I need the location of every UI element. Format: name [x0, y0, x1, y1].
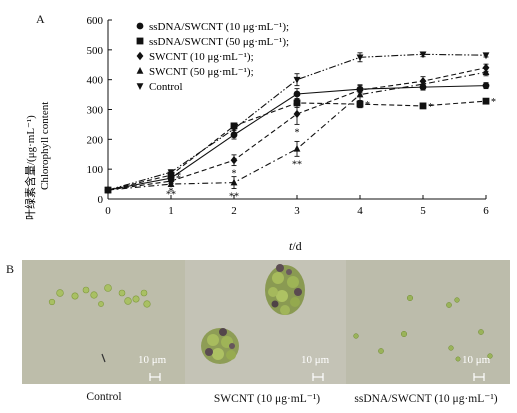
data-point	[230, 156, 238, 165]
x-tick-label: 2	[231, 205, 237, 217]
significance-mark: *	[491, 97, 496, 108]
data-point	[293, 109, 301, 119]
legend-item: SWCNT (50 μg·mL⁻¹);	[136, 66, 254, 78]
data-point	[482, 63, 490, 72]
y-tick-label: 500	[87, 45, 104, 57]
significance-mark: *	[169, 186, 174, 197]
significance-mark: **	[229, 192, 239, 203]
legend-item: SWCNT (10 μg·mL⁻¹);	[136, 51, 254, 63]
x-tick-label: 3	[294, 205, 300, 217]
significance-mark: *	[295, 127, 300, 138]
algae-cells	[48, 284, 151, 308]
data-point	[230, 131, 238, 139]
legend-label: SWCNT (50 μg·mL⁻¹);	[149, 66, 254, 78]
debris-mark	[101, 353, 106, 363]
data-point	[230, 178, 238, 186]
micrograph-background	[22, 260, 186, 384]
legend-label: SWCNT (10 μg·mL⁻¹);	[149, 51, 254, 63]
x-tick-label: 6	[483, 205, 489, 217]
data-point	[230, 126, 238, 133]
data-point	[482, 52, 490, 60]
y-axis-title: 叶绿素含量/(μg·mL⁻¹) Chlorophyll content	[23, 102, 51, 220]
x-tick-label: 1	[168, 205, 174, 217]
series-triangle-down	[104, 51, 490, 195]
y-tick-label: 600	[87, 15, 104, 27]
data-point	[482, 68, 490, 76]
legend-label: Control	[149, 81, 183, 93]
data-point	[419, 51, 427, 59]
micrograph-background	[346, 260, 510, 384]
data-point	[356, 90, 364, 98]
y-tick-label: 300	[87, 105, 104, 117]
data-point	[482, 97, 490, 105]
legend-item: ssDNA/SWCNT (50 μg·mL⁻¹);	[136, 36, 289, 48]
data-point	[167, 180, 175, 187]
x-tick-label: 4	[357, 205, 363, 217]
legend-marker	[136, 83, 144, 90]
micrograph-swcnt-10: 10 μm	[185, 260, 349, 384]
significance-mark: *	[176, 171, 181, 182]
legend-label: ssDNA/SWCNT (10 μg·mL⁻¹);	[149, 21, 289, 33]
y-tick-label: 0	[98, 194, 104, 206]
data-point	[356, 54, 364, 62]
legend-item: ssDNA/SWCNT (10 μg·mL⁻¹);	[136, 21, 289, 33]
series-square: ** * *	[104, 97, 496, 194]
chart-series-layer: *** * ****** ****	[104, 51, 496, 203]
legend-marker	[136, 22, 144, 30]
micrograph-swcnt-image	[185, 260, 349, 384]
data-point	[419, 102, 427, 110]
scale-label: 10 μm	[462, 354, 491, 366]
scale-label: 10 μm	[301, 354, 330, 366]
legend-marker	[136, 67, 144, 74]
micrograph-control-image	[22, 260, 186, 384]
caption-control: Control	[86, 391, 122, 403]
significance-mark: *	[428, 102, 433, 113]
legend-label: ssDNA/SWCNT (50 μg·mL⁻¹);	[149, 36, 289, 48]
y-tick-label: 400	[87, 75, 104, 87]
significance-mark: **	[292, 159, 302, 170]
scale-bar	[473, 373, 485, 381]
x-axis-title-unit: /d	[292, 239, 301, 253]
data-point	[104, 187, 112, 195]
y-axis-title-en: Chlorophyll content	[39, 102, 51, 190]
significance-mark: *	[232, 169, 237, 180]
significance-mark: *	[365, 100, 370, 111]
legend-item: Control	[136, 81, 183, 93]
y-tick-label: 100	[87, 164, 104, 176]
panel-b-label: B	[6, 262, 15, 276]
caption-swcnt: SWCNT (10 μg·mL⁻¹)	[213, 393, 321, 405]
x-tick-label: 0	[105, 205, 111, 217]
micrograph-ssdna-image	[346, 260, 510, 384]
data-point	[419, 80, 427, 87]
x-axis-title: t/d	[289, 239, 302, 253]
chart-legend: ssDNA/SWCNT (10 μg·mL⁻¹); ssDNA/SWCNT (50…	[136, 21, 289, 93]
micrograph-ssdna-swcnt-10: 10 μm	[346, 260, 510, 384]
data-point	[167, 169, 175, 177]
scale-bar	[312, 373, 324, 381]
scale-bar	[149, 373, 161, 381]
significance-mark: **	[166, 189, 176, 200]
micrograph-control: 10 μm	[22, 260, 186, 384]
data-point	[356, 100, 364, 108]
y-tick-label: 200	[87, 134, 104, 146]
scale-label: 10 μm	[138, 354, 167, 366]
legend-marker	[136, 51, 144, 61]
significance-mark: *	[176, 174, 181, 185]
algae-cells	[353, 294, 493, 362]
cell-aggregate-large	[265, 264, 305, 315]
data-point	[293, 99, 301, 107]
cell-aggregate-small	[201, 328, 239, 364]
data-point	[293, 144, 301, 152]
legend-marker	[136, 37, 144, 45]
panel-a-label: A	[36, 12, 45, 26]
data-point	[482, 82, 490, 90]
x-axis-title-variable: t	[289, 239, 293, 253]
x-tick-label: 5	[420, 205, 426, 217]
data-point	[293, 76, 301, 84]
caption-ssdna-swcnt: ssDNA/SWCNT (10 μg·mL⁻¹)	[354, 393, 498, 405]
y-axis-title-cn: 叶绿素含量/(μg·mL⁻¹)	[23, 115, 37, 220]
data-point	[293, 90, 301, 98]
chart-axes: 0 1 2 3 4 5 6 0 100 200 300 400 500 600	[87, 15, 490, 217]
